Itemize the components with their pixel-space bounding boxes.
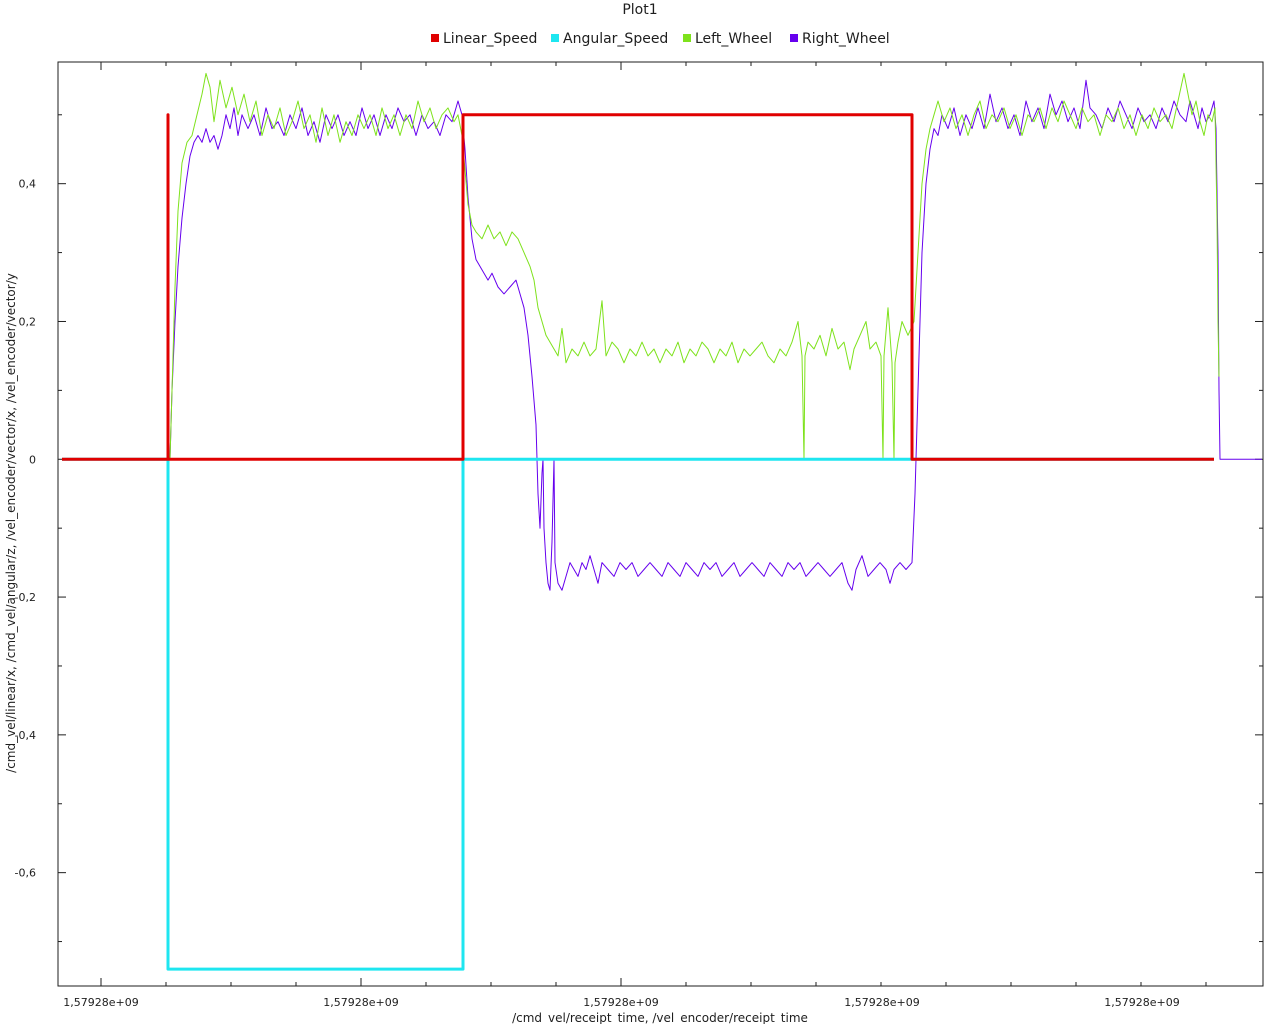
legend-swatch-linear-speed <box>431 34 439 42</box>
series-line-linear-speed <box>62 113 1214 461</box>
legend-label-left-wheel: Left_Wheel <box>695 31 772 47</box>
legend-label-angular-speed: Angular_Speed <box>563 31 668 47</box>
x-axis-label: /cmd_vel/receipt_time, /vel_encoder/rece… <box>512 1011 808 1024</box>
series-line-right-wheel <box>62 79 1262 591</box>
y-tick-label: 0,4 <box>19 178 37 191</box>
legend-swatch-angular-speed <box>551 34 559 42</box>
series-line-left-wheel <box>62 72 1220 460</box>
legend: Linear_Speed Angular_Speed Left_Wheel Right… <box>431 31 890 47</box>
y-tick-label: -0,6 <box>15 867 36 880</box>
x-tick-label: 1,57928e+09 <box>844 996 919 1009</box>
y-tick-label: 0 <box>29 453 36 466</box>
legend-swatch-right-wheel <box>790 34 798 42</box>
plot-frame <box>57 61 1264 987</box>
y-tick-label: -0,2 <box>15 591 36 604</box>
series-group <box>62 72 1262 971</box>
x-tick-label: 1,57928e+09 <box>1104 996 1179 1009</box>
x-tick-label: 1,57928e+09 <box>583 996 658 1009</box>
legend-swatch-left-wheel <box>683 34 691 42</box>
legend-label-linear-speed: Linear_Speed <box>443 31 537 47</box>
chart-title: Plot1 <box>622 2 657 18</box>
axis-ticks: 0,4 0,2 0 -0,2 -0,4 -0,6 1,57928e+09 1,57928e+0… <box>15 62 1263 1009</box>
x-tick-label: 1,57928e+09 <box>63 996 138 1009</box>
legend-label-right-wheel: Right_Wheel <box>802 31 890 47</box>
y-tick-label: 0,2 <box>19 315 37 328</box>
x-tick-label: 1,57928e+09 <box>323 996 398 1009</box>
y-tick-label: -0,4 <box>15 729 36 742</box>
y-axis-label: /cmd_vel/linear/x, /cmd_vel/angular/z, /… <box>4 273 18 773</box>
